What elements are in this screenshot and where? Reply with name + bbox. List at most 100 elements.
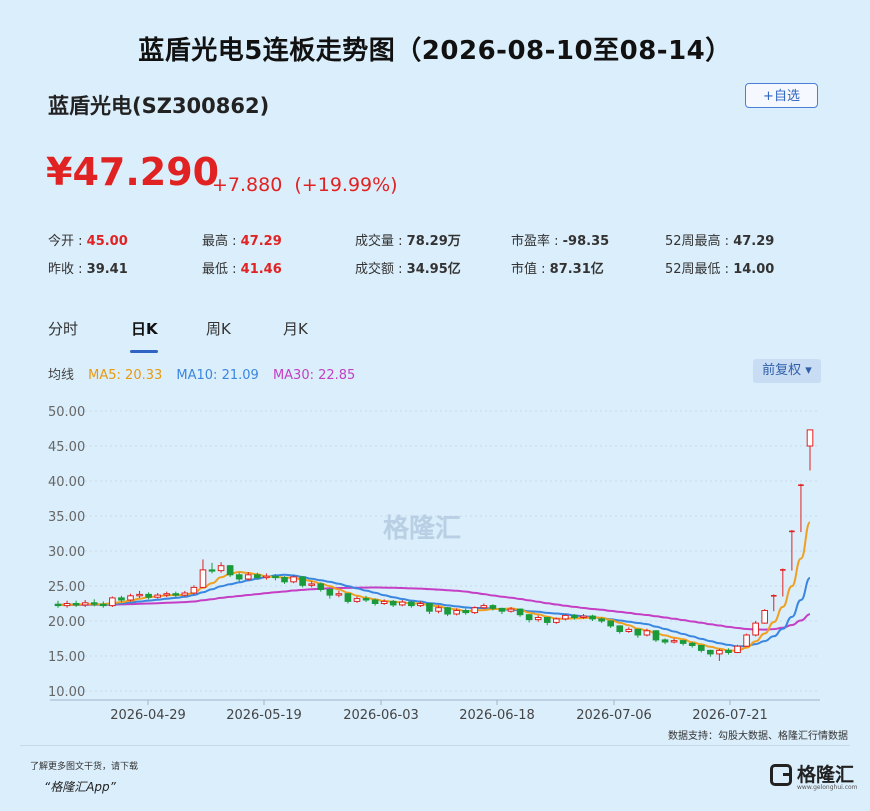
price-adjust-dropdown[interactable]: 前复权 ▾ [753, 359, 821, 383]
stat-prev-close-label: 昨收 : [48, 262, 87, 277]
candle-body [697, 645, 705, 651]
logo-mark-icon [770, 764, 792, 786]
stat-market-cap-label: 市值 : [511, 262, 550, 277]
candle [272, 574, 279, 581]
candle [652, 630, 660, 642]
candle-body [63, 603, 71, 607]
stat-52w-low: 52周最低 : 14.00 [665, 258, 774, 277]
candle [688, 642, 696, 648]
candle [290, 574, 297, 584]
candle-body [109, 597, 116, 607]
candle-body [145, 593, 152, 598]
brand-logo: 格隆汇 www.gelonghui.com [770, 760, 858, 791]
candle [616, 625, 624, 634]
candle [761, 609, 769, 624]
tab-monthly-k[interactable]: 月K [283, 320, 308, 338]
candle-body [371, 599, 379, 604]
x-tick-label: 2026-06-03 [343, 708, 419, 723]
candle [109, 596, 116, 607]
candle-body [780, 569, 786, 571]
candle [380, 599, 388, 605]
stat-pe-label: 市盈率 : [511, 234, 563, 249]
candle-body [770, 595, 777, 597]
candle [172, 591, 180, 598]
y-tick-label: 50.00 [48, 405, 85, 420]
candle [670, 638, 678, 644]
y-tick-label: 10.00 [48, 685, 85, 700]
candle [789, 530, 795, 571]
stat-open-value: 45.00 [86, 234, 128, 249]
candle [543, 616, 551, 626]
candle-body [607, 620, 614, 627]
grid-lines [50, 410, 820, 692]
candle-body [743, 634, 750, 647]
add-watchlist-button[interactable]: +自选 [745, 83, 818, 108]
candle-body [235, 574, 243, 580]
candle-body [543, 617, 551, 623]
ma5-value: MA5: 20.33 [88, 368, 163, 383]
candle-body [553, 618, 560, 623]
price-change: +7.880 (+19.99%) [212, 174, 398, 196]
candle [136, 590, 143, 598]
candle [770, 594, 777, 612]
candle [716, 649, 723, 661]
ma-legend: 均线 MA5: 20.33 MA10: 21.09 MA30: 22.85 [48, 364, 365, 383]
candle-body [344, 593, 352, 602]
candle-body [734, 645, 741, 654]
candle-body [643, 630, 651, 636]
candle [81, 600, 89, 607]
candle [534, 615, 542, 622]
candle-body [417, 603, 424, 607]
candle [63, 600, 71, 608]
candle-body [661, 639, 669, 643]
candle-body [272, 575, 279, 579]
candle [208, 562, 216, 574]
candle-body [453, 610, 460, 615]
tab-weekly-k[interactable]: 周K [206, 320, 231, 338]
stat-volume-value: 78.29万 [406, 234, 461, 249]
candle-body [163, 593, 171, 596]
x-tick-label: 2026-07-21 [692, 708, 768, 723]
stat-open: 今开 : 45.00 [48, 230, 128, 249]
candle-body [598, 618, 605, 622]
candle-body [507, 608, 515, 612]
stat-turnover-value: 34.95亿 [406, 262, 461, 277]
stat-high-value: 47.29 [240, 234, 282, 249]
tab-intraday[interactable]: 分时 [48, 320, 79, 338]
tab-daily-k[interactable]: 日K [131, 320, 158, 338]
y-tick-label: 25.00 [48, 580, 85, 595]
candle [353, 596, 361, 603]
candle [516, 608, 524, 617]
candle-body [154, 594, 161, 598]
candle-body [498, 607, 506, 612]
candle-body [389, 600, 397, 606]
stat-turnover: 成交额 : 34.95亿 [355, 258, 461, 277]
candle [344, 593, 352, 604]
candle-body [190, 586, 198, 594]
candle-body [199, 569, 207, 588]
watermark: 格隆汇 [383, 513, 461, 544]
candle-body [90, 602, 98, 605]
stat-52w-low-value: 14.00 [733, 262, 775, 277]
candle [571, 614, 578, 620]
candle-body [54, 603, 62, 607]
stat-market-cap-value: 87.31亿 [549, 262, 604, 277]
candle [90, 599, 98, 607]
candle [398, 600, 406, 607]
candle-body [335, 593, 343, 596]
stat-low-value: 41.46 [240, 262, 282, 277]
y-tick-label: 30.00 [48, 545, 85, 560]
x-tick-label: 2026-04-29 [110, 708, 186, 723]
x-tick-label: 2026-06-18 [459, 708, 535, 723]
candle [254, 572, 261, 580]
stat-volume-label: 成交量 : [355, 234, 407, 249]
candle [634, 628, 642, 638]
candle-body [679, 640, 687, 644]
candle [72, 600, 80, 607]
candle-body [254, 574, 261, 579]
stat-prev-close-value: 39.41 [86, 262, 128, 277]
candle [734, 644, 741, 654]
candle [371, 598, 379, 606]
candle-body [761, 610, 769, 624]
candle [625, 627, 633, 633]
